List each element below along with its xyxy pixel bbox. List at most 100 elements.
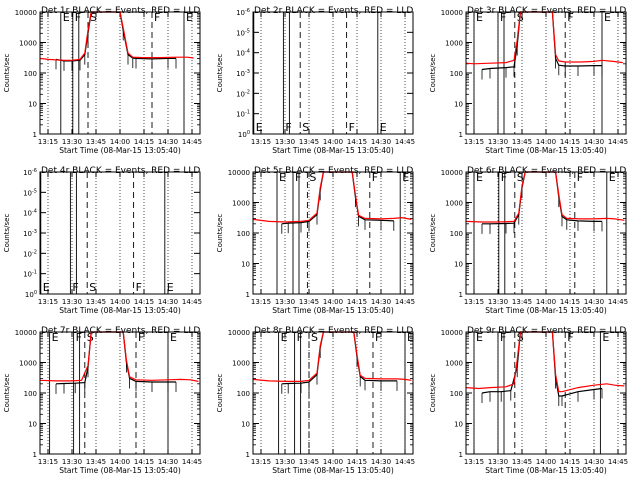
y-tick-label: 1	[459, 291, 463, 299]
x-tick-label: 14:30	[158, 458, 178, 466]
interval-label-e: E	[279, 171, 286, 184]
x-tick-label: 14:30	[158, 138, 178, 146]
interval-label-e: E	[380, 121, 387, 134]
x-tick-label: 14:00	[323, 138, 343, 146]
interval-label-f: F	[154, 11, 160, 24]
x-tick-label: 14:30	[584, 458, 604, 466]
x-tick-label: 14:30	[371, 138, 391, 146]
y-tick-label: 10-5	[23, 188, 37, 197]
x-tick-label: 13:30	[62, 458, 82, 466]
x-axis-label: Start Time (08-Mar-15 13:05:40)	[59, 306, 181, 315]
interval-label-e: E	[602, 331, 609, 344]
x-tick-label: 13:45	[299, 458, 319, 466]
detector-panel-7: Det 7r BLACK = Events, RED = LLD Counts/s…	[3, 326, 202, 475]
interval-label-f: F	[500, 331, 506, 344]
y-axis-label: Counts/sec	[429, 214, 437, 253]
x-axis-label: Start Time (08-Mar-15 13:05:40)	[485, 146, 607, 155]
panel-title: Det 3r BLACK = Events, RED = LLD	[467, 6, 626, 16]
interval-label-f: F	[295, 171, 301, 184]
x-tick-label: 13:45	[512, 298, 532, 306]
series-line-lld	[39, 331, 199, 382]
y-tick-label: 10	[454, 421, 463, 429]
y-tick-label: 1000	[445, 360, 463, 368]
x-axis-label: Start Time (08-Mar-15 13:05:40)	[59, 466, 181, 475]
plot-frame	[252, 11, 414, 135]
x-tick-label: 14:45	[608, 458, 628, 466]
plot-frame	[39, 331, 201, 455]
interval-label-f: F	[501, 171, 507, 184]
x-tick-label: 14:15	[134, 458, 154, 466]
y-tick-label: 1000	[232, 200, 250, 208]
y-tick-label: 10000	[441, 169, 463, 177]
y-tick-label: 1000	[445, 40, 463, 48]
y-tick-label: 10-5	[236, 28, 250, 37]
y-tick-label: 10	[241, 421, 250, 429]
y-axis-label: Counts/sec	[216, 214, 224, 253]
y-axis-label: Counts/sec	[3, 54, 11, 93]
interval-label-e: E	[186, 11, 193, 24]
interval-label-f: F	[75, 11, 81, 24]
plot-frame	[39, 11, 201, 135]
y-tick-label: 100	[237, 230, 250, 238]
interval-label-f: F	[76, 331, 82, 344]
x-tick-label: 13:30	[275, 458, 295, 466]
x-tick-label: 14:45	[395, 458, 415, 466]
detector-panel-3: Det 3r BLACK = Events, RED = LLD Counts/s…	[429, 6, 628, 155]
x-axis-label: Start Time (08-Mar-15 13:05:40)	[272, 146, 394, 155]
x-tick-label: 14:15	[134, 138, 154, 146]
interval-label-e: E	[402, 171, 409, 184]
interval-label-f: F	[500, 11, 506, 24]
y-tick-label: 10000	[441, 9, 463, 17]
detector-panel-1: Det 1r BLACK = Events, RED = LLD Counts/s…	[3, 6, 202, 155]
interval-label-s: S	[89, 281, 96, 294]
series-line-lld	[252, 331, 412, 382]
y-tick-label: 10	[454, 261, 463, 269]
y-tick-label: 100	[450, 390, 463, 398]
interval-label-s: S	[517, 171, 524, 184]
x-tick-label: 14:00	[536, 138, 556, 146]
x-tick-label: 13:15	[251, 458, 271, 466]
x-tick-label: 13:30	[488, 298, 508, 306]
series-line-lld	[465, 11, 623, 65]
y-tick-label: 10	[241, 261, 250, 269]
y-tick-label: 1	[246, 451, 250, 459]
interval-label-e: E	[609, 171, 616, 184]
x-tick-label: 13:15	[251, 138, 271, 146]
x-tick-label: 14:15	[347, 458, 367, 466]
panel-title: Det 8r BLACK = Events, RED = LLD	[254, 326, 413, 336]
x-tick-label: 13:30	[275, 138, 295, 146]
panel-title: Det 4r BLACK = Events, RED = LLD	[41, 166, 200, 176]
x-tick-label: 14:15	[347, 298, 367, 306]
detector-panel-2: Det 2r BLACK = Events, RED = LLD Counts/s…	[216, 6, 415, 155]
y-tick-label: 100	[238, 130, 250, 139]
detector-panel-4: Det 4r BLACK = Events, RED = LLD Counts/s…	[3, 166, 202, 315]
y-tick-label: 10000	[228, 329, 250, 337]
detector-panel-6: Det 6r BLACK = Events, RED = LLD Counts/s…	[429, 166, 628, 315]
y-tick-label: 10000	[15, 329, 37, 337]
y-axis-label: Counts/sec	[3, 214, 11, 253]
interval-label-e: E	[407, 331, 414, 344]
detector-panel-9: Det 9r BLACK = Events, RED = LLD Counts/s…	[429, 326, 628, 475]
x-tick-label: 14:30	[371, 458, 391, 466]
interval-label-e: E	[281, 331, 288, 344]
x-tick-label: 14:45	[182, 458, 202, 466]
y-tick-label: 10-4	[23, 209, 37, 218]
x-tick-label: 14:15	[347, 138, 367, 146]
x-tick-label: 13:45	[512, 138, 532, 146]
x-tick-label: 14:30	[584, 298, 604, 306]
x-tick-label: 13:15	[38, 298, 58, 306]
y-tick-label: 100	[25, 290, 37, 299]
x-tick-label: 13:15	[38, 138, 58, 146]
detector-panel-8: Det 8r BLACK = Events, RED = LLD Counts/s…	[216, 326, 415, 475]
y-tick-label: 10	[28, 101, 37, 109]
x-tick-label: 13:45	[86, 458, 106, 466]
x-tick-label: 13:30	[62, 138, 82, 146]
interval-label-e: E	[256, 121, 263, 134]
y-axis-label: Counts/sec	[216, 374, 224, 413]
y-tick-label: 10-6	[236, 8, 250, 17]
y-tick-label: 1000	[19, 360, 37, 368]
y-tick-label: 100	[24, 70, 37, 78]
x-tick-label: 14:15	[134, 298, 154, 306]
panel-title: Det 6r BLACK = Events, RED = LLD	[467, 166, 626, 176]
